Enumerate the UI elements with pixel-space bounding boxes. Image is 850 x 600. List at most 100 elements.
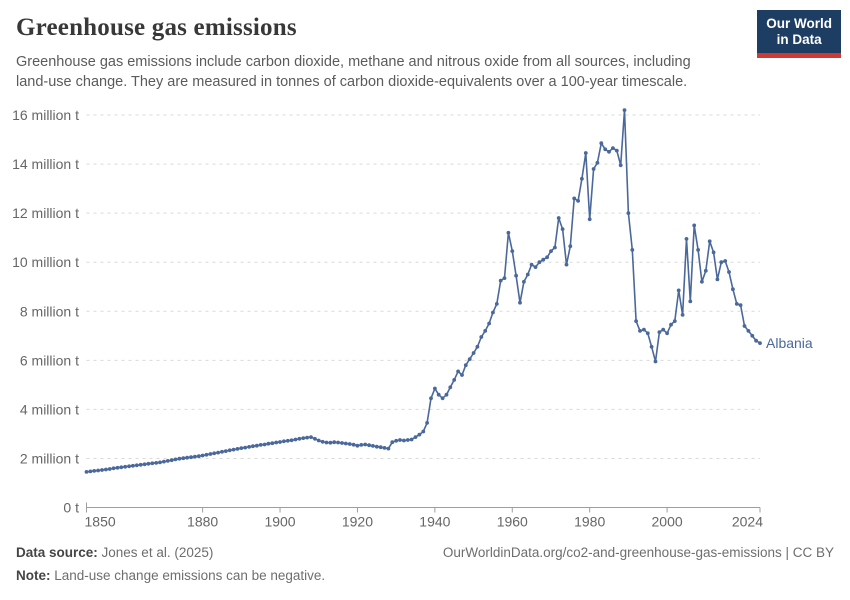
data-point[interactable]	[487, 321, 491, 326]
data-point[interactable]	[274, 440, 279, 445]
data-point[interactable]	[243, 445, 248, 450]
data-point[interactable]	[711, 250, 716, 255]
data-point[interactable]	[522, 279, 526, 284]
data-point[interactable]	[100, 468, 104, 472]
data-point[interactable]	[185, 455, 190, 460]
data-point[interactable]	[278, 440, 282, 444]
data-point[interactable]	[270, 441, 275, 446]
data-point[interactable]	[731, 287, 735, 292]
data-point[interactable]	[638, 329, 642, 333]
data-point[interactable]	[545, 255, 549, 260]
data-point[interactable]	[367, 443, 371, 448]
data-point[interactable]	[618, 163, 623, 168]
data-point[interactable]	[549, 249, 553, 254]
data-point[interactable]	[498, 278, 503, 283]
data-point[interactable]	[576, 199, 580, 203]
data-point[interactable]	[88, 469, 93, 474]
data-point[interactable]	[471, 351, 476, 355]
data-point[interactable]	[247, 445, 252, 449]
data-point[interactable]	[239, 446, 244, 450]
data-point[interactable]	[572, 196, 577, 201]
data-point[interactable]	[494, 302, 499, 306]
data-point[interactable]	[390, 440, 395, 445]
data-point[interactable]	[409, 437, 414, 442]
data-point[interactable]	[169, 458, 174, 463]
data-point[interactable]	[692, 223, 697, 228]
data-point[interactable]	[696, 248, 700, 252]
data-point[interactable]	[254, 443, 259, 448]
data-point[interactable]	[758, 341, 762, 345]
data-point[interactable]	[305, 435, 309, 440]
chart-svg[interactable]: 0 t 2 million t 4 million t 6 million t 8 mi…	[0, 95, 850, 540]
data-point[interactable]	[336, 440, 340, 445]
data-point[interactable]	[332, 440, 337, 445]
data-point[interactable]	[115, 465, 120, 470]
data-point[interactable]	[599, 141, 604, 146]
data-point[interactable]	[653, 359, 658, 364]
data-point[interactable]	[560, 227, 565, 232]
data-point[interactable]	[313, 436, 317, 441]
data-point[interactable]	[347, 442, 352, 446]
data-point[interactable]	[688, 299, 693, 304]
data-point[interactable]	[204, 452, 209, 457]
data-point[interactable]	[463, 363, 468, 368]
data-point[interactable]	[622, 108, 627, 112]
data-point[interactable]	[162, 459, 166, 464]
data-point[interactable]	[680, 313, 685, 317]
data-point[interactable]	[417, 432, 422, 437]
data-point[interactable]	[634, 319, 638, 323]
data-point[interactable]	[727, 270, 731, 274]
data-point[interactable]	[351, 442, 356, 447]
data-point[interactable]	[583, 151, 588, 155]
data-point[interactable]	[220, 449, 224, 454]
data-point[interactable]	[715, 277, 720, 282]
data-point[interactable]	[642, 327, 646, 332]
data-point[interactable]	[104, 467, 108, 472]
data-point[interactable]	[630, 248, 635, 252]
data-point[interactable]	[433, 386, 437, 391]
data-point[interactable]	[510, 249, 515, 254]
data-point[interactable]	[173, 457, 178, 462]
data-point[interactable]	[92, 469, 97, 473]
data-point[interactable]	[669, 322, 673, 327]
chart-area[interactable]: 0 t 2 million t 4 million t 6 million t 8 mi…	[0, 95, 850, 540]
data-point[interactable]	[703, 268, 708, 273]
data-point[interactable]	[107, 467, 112, 471]
data-point[interactable]	[363, 442, 368, 447]
data-point[interactable]	[436, 392, 441, 397]
data-point[interactable]	[297, 436, 302, 441]
data-point[interactable]	[131, 463, 135, 468]
data-point[interactable]	[134, 463, 139, 468]
data-point[interactable]	[316, 438, 321, 443]
data-point[interactable]	[626, 211, 631, 216]
data-point[interactable]	[127, 464, 131, 469]
data-point[interactable]	[595, 160, 600, 165]
data-point[interactable]	[556, 216, 561, 220]
data-point[interactable]	[746, 329, 751, 333]
data-point[interactable]	[661, 327, 666, 332]
data-point[interactable]	[707, 239, 712, 244]
data-point[interactable]	[111, 466, 116, 471]
data-point[interactable]	[440, 396, 445, 401]
data-point[interactable]	[359, 443, 364, 447]
data-point[interactable]	[150, 461, 155, 466]
data-point[interactable]	[723, 259, 728, 263]
data-point[interactable]	[665, 331, 669, 336]
data-point[interactable]	[84, 470, 89, 474]
data-point[interactable]	[216, 450, 221, 455]
data-point[interactable]	[483, 329, 488, 333]
data-point[interactable]	[684, 237, 689, 241]
data-point[interactable]	[537, 260, 542, 265]
data-point[interactable]	[231, 447, 236, 452]
data-point[interactable]	[672, 319, 677, 323]
data-point[interactable]	[285, 438, 290, 443]
data-point[interactable]	[212, 451, 217, 456]
data-point[interactable]	[196, 454, 201, 459]
data-point[interactable]	[491, 310, 495, 315]
data-point[interactable]	[382, 446, 387, 450]
data-point[interactable]	[425, 421, 429, 425]
data-point[interactable]	[343, 441, 348, 446]
data-point[interactable]	[193, 454, 197, 459]
data-point[interactable]	[208, 452, 213, 456]
data-point[interactable]	[355, 443, 360, 448]
